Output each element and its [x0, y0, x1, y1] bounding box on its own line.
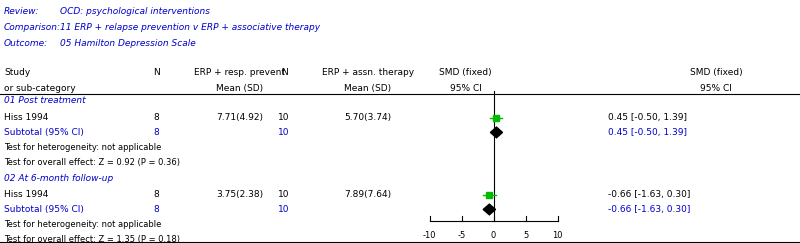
Text: 8: 8 — [153, 205, 159, 214]
Text: N: N — [281, 68, 287, 77]
Text: -0.66 [-1.63, 0.30]: -0.66 [-1.63, 0.30] — [608, 190, 690, 200]
Text: 02 At 6-month follow-up: 02 At 6-month follow-up — [4, 174, 114, 183]
Text: 0.45 [-0.50, 1.39]: 0.45 [-0.50, 1.39] — [608, 128, 687, 137]
Text: 0: 0 — [491, 231, 496, 240]
Text: Test for heterogeneity: not applicable: Test for heterogeneity: not applicable — [4, 220, 162, 229]
Text: 7.71(4.92): 7.71(4.92) — [217, 113, 263, 122]
Text: Study: Study — [4, 68, 30, 77]
Text: 8: 8 — [153, 128, 159, 137]
Text: -0.66 [-1.63, 0.30]: -0.66 [-1.63, 0.30] — [608, 205, 690, 214]
Text: 05 Hamilton Depression Scale: 05 Hamilton Depression Scale — [60, 39, 196, 48]
Text: Mean (SD): Mean (SD) — [345, 84, 391, 93]
Text: Subtotal (95% CI): Subtotal (95% CI) — [4, 205, 84, 214]
Text: Hiss 1994: Hiss 1994 — [4, 190, 48, 200]
Text: 5: 5 — [523, 231, 528, 240]
Text: ERP + assn. therapy: ERP + assn. therapy — [322, 68, 414, 77]
Text: 10: 10 — [278, 190, 290, 200]
Text: Subtotal (95% CI): Subtotal (95% CI) — [4, 128, 84, 137]
Text: Test for overall effect: Z = 0.92 (P = 0.36): Test for overall effect: Z = 0.92 (P = 0… — [4, 157, 180, 167]
Text: -10: -10 — [423, 231, 436, 240]
Polygon shape — [490, 127, 502, 138]
Text: Hiss 1994: Hiss 1994 — [4, 113, 48, 122]
Text: OCD: psychological interventions: OCD: psychological interventions — [60, 7, 210, 16]
Polygon shape — [483, 204, 495, 215]
Text: 95% CI: 95% CI — [450, 84, 482, 93]
Text: 10: 10 — [278, 128, 290, 137]
Text: ERP + resp. prevent: ERP + resp. prevent — [194, 68, 286, 77]
Text: 10: 10 — [278, 205, 290, 214]
Text: 10: 10 — [552, 231, 563, 240]
Text: Outcome:: Outcome: — [4, 39, 48, 48]
Text: 7.89(7.64): 7.89(7.64) — [345, 190, 391, 200]
Text: 5.70(3.74): 5.70(3.74) — [345, 113, 391, 122]
Text: 8: 8 — [153, 113, 159, 122]
Text: 0.45 [-0.50, 1.39]: 0.45 [-0.50, 1.39] — [608, 113, 687, 122]
Text: Review:: Review: — [4, 7, 39, 16]
Text: Test for heterogeneity: not applicable: Test for heterogeneity: not applicable — [4, 143, 162, 152]
Text: SMD (fixed): SMD (fixed) — [690, 68, 742, 77]
Text: 10: 10 — [278, 113, 290, 122]
Text: 01 Post treatment: 01 Post treatment — [4, 96, 86, 105]
Text: 11 ERP + relapse prevention v ERP + associative therapy: 11 ERP + relapse prevention v ERP + asso… — [60, 23, 320, 32]
Text: Test for overall effect: Z = 1.35 (P = 0.18): Test for overall effect: Z = 1.35 (P = 0… — [4, 234, 180, 243]
Text: Comparison:: Comparison: — [4, 23, 61, 32]
Text: 8: 8 — [153, 190, 159, 200]
Text: -5: -5 — [458, 231, 466, 240]
Text: 3.75(2.38): 3.75(2.38) — [217, 190, 263, 200]
Text: N: N — [153, 68, 159, 77]
Text: 95% CI: 95% CI — [700, 84, 732, 93]
Text: SMD (fixed): SMD (fixed) — [439, 68, 492, 77]
Text: Mean (SD): Mean (SD) — [217, 84, 263, 93]
Text: or sub-category: or sub-category — [4, 84, 76, 93]
